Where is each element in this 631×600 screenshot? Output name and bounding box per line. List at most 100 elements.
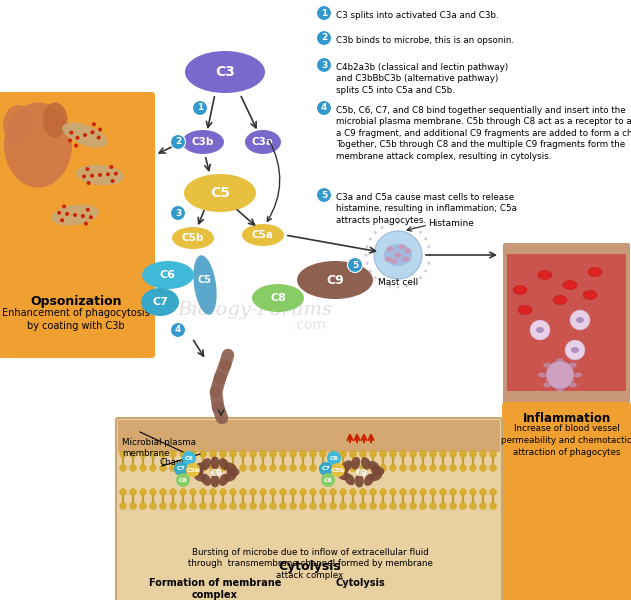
- Text: Increase of blood vessel
permeability and chemotactic
attraction of phagocytes: Increase of blood vessel permeability an…: [501, 424, 631, 457]
- Ellipse shape: [193, 472, 206, 482]
- Circle shape: [439, 488, 447, 496]
- Ellipse shape: [404, 248, 411, 253]
- Ellipse shape: [361, 457, 370, 470]
- Circle shape: [199, 488, 207, 496]
- Circle shape: [369, 464, 377, 472]
- Text: C7: C7: [177, 467, 186, 472]
- Ellipse shape: [201, 474, 211, 486]
- Circle shape: [259, 502, 267, 510]
- Text: C6: C6: [184, 455, 194, 461]
- Text: C5b: C5b: [186, 467, 199, 473]
- Circle shape: [219, 502, 227, 510]
- Circle shape: [349, 488, 357, 496]
- Circle shape: [419, 450, 427, 458]
- Ellipse shape: [3, 105, 33, 145]
- Circle shape: [389, 488, 397, 496]
- Circle shape: [359, 488, 367, 496]
- Circle shape: [327, 451, 341, 465]
- Circle shape: [289, 502, 297, 510]
- Circle shape: [339, 488, 347, 496]
- Text: C8: C8: [270, 293, 286, 303]
- Text: 3: 3: [175, 208, 181, 217]
- Circle shape: [459, 488, 467, 496]
- Circle shape: [189, 464, 197, 472]
- Circle shape: [439, 502, 447, 510]
- Circle shape: [374, 231, 377, 234]
- Circle shape: [449, 488, 457, 496]
- Circle shape: [110, 179, 115, 183]
- Text: C8: C8: [324, 478, 333, 482]
- Circle shape: [299, 502, 307, 510]
- Circle shape: [380, 226, 384, 229]
- Circle shape: [374, 276, 377, 279]
- Circle shape: [321, 473, 335, 487]
- Circle shape: [159, 464, 167, 472]
- Circle shape: [309, 502, 317, 510]
- Circle shape: [86, 181, 91, 185]
- Text: C8: C8: [179, 478, 187, 482]
- Circle shape: [259, 488, 267, 496]
- Text: 4: 4: [175, 325, 181, 335]
- Circle shape: [109, 165, 114, 169]
- Circle shape: [404, 223, 408, 226]
- Circle shape: [139, 502, 147, 510]
- Ellipse shape: [355, 475, 363, 487]
- Circle shape: [379, 450, 387, 458]
- Text: 3: 3: [321, 61, 327, 70]
- Circle shape: [419, 231, 422, 234]
- Circle shape: [369, 488, 377, 496]
- Circle shape: [459, 502, 467, 510]
- Circle shape: [159, 488, 167, 496]
- Ellipse shape: [543, 362, 551, 368]
- Circle shape: [317, 100, 331, 115]
- Circle shape: [249, 502, 257, 510]
- Ellipse shape: [563, 280, 577, 289]
- Text: 5: 5: [321, 191, 327, 199]
- Circle shape: [149, 450, 156, 458]
- Ellipse shape: [211, 475, 220, 487]
- Circle shape: [82, 175, 86, 178]
- Text: C5a: C5a: [252, 230, 274, 240]
- Circle shape: [289, 488, 297, 496]
- Circle shape: [489, 464, 497, 472]
- Circle shape: [189, 502, 197, 510]
- Circle shape: [269, 502, 277, 510]
- Circle shape: [329, 464, 337, 472]
- Text: C5: C5: [198, 275, 212, 285]
- Text: Inflammation: Inflammation: [522, 412, 611, 425]
- Circle shape: [413, 226, 415, 229]
- Circle shape: [469, 488, 477, 496]
- Circle shape: [413, 281, 415, 284]
- Text: Opsonization: Opsonization: [30, 295, 122, 308]
- Circle shape: [365, 245, 369, 248]
- Circle shape: [489, 502, 497, 510]
- Text: Bursting of microbe due to inflow of extracellular fluid
through  transmembrane : Bursting of microbe due to inflow of ext…: [187, 548, 432, 580]
- Ellipse shape: [571, 347, 579, 353]
- Circle shape: [299, 464, 307, 472]
- Circle shape: [139, 464, 147, 472]
- Text: C6: C6: [160, 270, 176, 280]
- Ellipse shape: [4, 103, 72, 187]
- Circle shape: [97, 136, 101, 139]
- Circle shape: [169, 450, 177, 458]
- Circle shape: [319, 488, 327, 496]
- FancyBboxPatch shape: [507, 254, 626, 391]
- Circle shape: [149, 502, 156, 510]
- Circle shape: [81, 214, 85, 218]
- Circle shape: [199, 450, 207, 458]
- Circle shape: [479, 464, 487, 472]
- Circle shape: [229, 488, 237, 496]
- Circle shape: [439, 464, 447, 472]
- Circle shape: [359, 502, 367, 510]
- Ellipse shape: [211, 457, 220, 469]
- Circle shape: [85, 167, 90, 171]
- Circle shape: [317, 31, 331, 46]
- Circle shape: [459, 464, 467, 472]
- Text: C7: C7: [322, 467, 331, 472]
- Circle shape: [149, 464, 156, 472]
- Circle shape: [379, 488, 387, 496]
- FancyBboxPatch shape: [502, 402, 631, 600]
- Circle shape: [317, 187, 331, 202]
- Circle shape: [169, 502, 177, 510]
- Circle shape: [427, 245, 430, 248]
